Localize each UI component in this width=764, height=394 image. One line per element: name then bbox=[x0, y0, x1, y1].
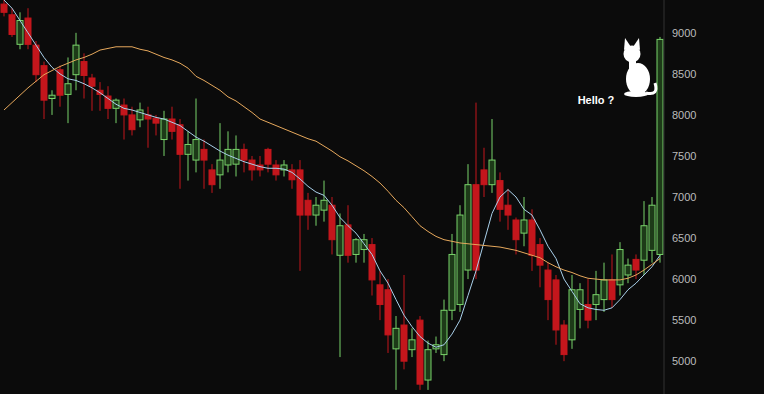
svg-text:6500: 6500 bbox=[672, 232, 696, 244]
svg-text:5000: 5000 bbox=[672, 355, 696, 367]
svg-text:9000: 9000 bbox=[672, 27, 696, 39]
svg-text:5500: 5500 bbox=[672, 314, 696, 326]
svg-text:8000: 8000 bbox=[672, 109, 696, 121]
svg-text:Hello ?: Hello ? bbox=[578, 94, 615, 106]
svg-text:7000: 7000 bbox=[672, 191, 696, 203]
svg-text:7500: 7500 bbox=[672, 150, 696, 162]
svg-text:6000: 6000 bbox=[672, 273, 696, 285]
svg-text:8500: 8500 bbox=[672, 68, 696, 80]
